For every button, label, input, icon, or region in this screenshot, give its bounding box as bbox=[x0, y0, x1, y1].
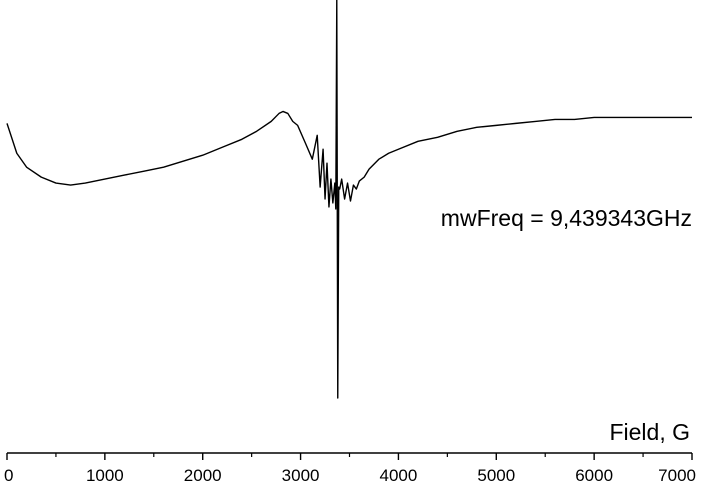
series-line-0 bbox=[6, 0, 692, 399]
x-tick-label: 1000 bbox=[86, 466, 124, 485]
x-axis-ticks: 0 1000 2000 3000 4000 5000 6000 7000 bbox=[4, 453, 696, 485]
x-tick-label: 0 bbox=[4, 466, 13, 485]
x-tick-label: 4000 bbox=[380, 466, 418, 485]
x-tick-label: 6000 bbox=[575, 466, 613, 485]
x-tick-label: 7000 bbox=[658, 466, 696, 485]
frequency-annotation: mwFreq = 9,439343GHz bbox=[441, 205, 692, 231]
x-axis-title: Field, G bbox=[609, 419, 690, 445]
plot-area bbox=[6, 0, 692, 399]
x-tick-label: 2000 bbox=[184, 466, 222, 485]
x-tick-label: 5000 bbox=[477, 466, 515, 485]
x-tick-label: 3000 bbox=[282, 466, 320, 485]
